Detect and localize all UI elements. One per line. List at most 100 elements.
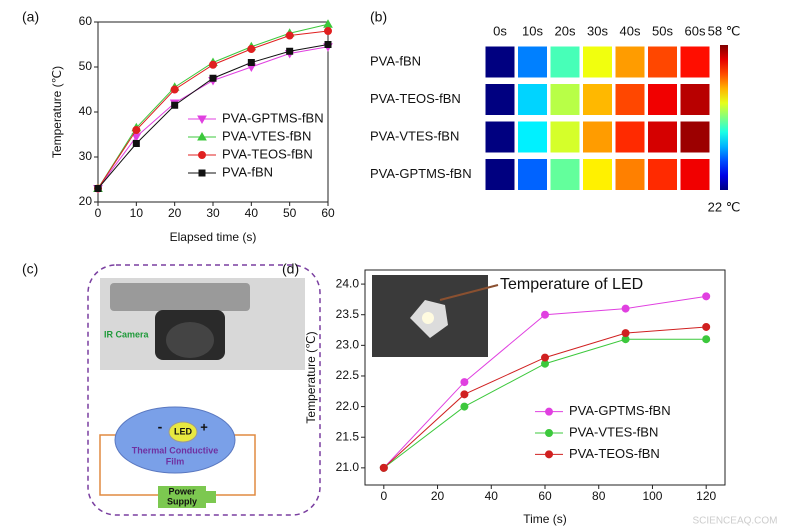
marker: [94, 185, 102, 192]
x-tick-label: 60: [538, 489, 552, 503]
heat-cell: [648, 84, 677, 115]
marker: [247, 59, 255, 66]
legend-label: PVA-VTES-fBN: [222, 128, 311, 143]
film-label: Film: [166, 456, 185, 466]
column-label: 50s: [652, 23, 673, 38]
marker: [460, 390, 469, 399]
marker: [541, 310, 549, 319]
row-label: PVA-VTES-fBN: [370, 128, 459, 143]
x-tick-label: 40: [485, 489, 499, 503]
marker: [379, 463, 388, 472]
x-tick-label: 0: [95, 206, 102, 220]
minus-sign: -: [158, 419, 163, 435]
row-label: PVA-GPTMS-fBN: [370, 166, 472, 181]
marker: [132, 140, 140, 147]
y-axis-label: Temperature (℃): [50, 66, 64, 158]
legend-marker: [545, 450, 553, 459]
y-tick-label: 23.5: [336, 307, 360, 321]
power-supply: [158, 486, 206, 508]
heat-cell: [680, 159, 710, 190]
panel-label: (d): [282, 261, 299, 277]
x-tick-label: 120: [696, 489, 716, 503]
y-tick-label: 40: [79, 104, 93, 118]
heat-cell: [680, 46, 710, 78]
series-line: [97, 23, 329, 189]
supply-label: Power: [168, 486, 196, 496]
y-tick-label: 21.5: [336, 429, 360, 443]
heat-cell: [583, 46, 612, 78]
y-tick-label: 50: [79, 59, 93, 73]
legend-label: PVA-TEOS-fBN: [569, 446, 660, 461]
legend-marker: [545, 429, 553, 437]
marker: [541, 353, 549, 362]
x-tick-label: 20: [168, 206, 182, 220]
heat-cell: [485, 46, 515, 78]
row-label: PVA-TEOS-fBN: [370, 91, 461, 106]
column-label: 10s: [522, 23, 543, 38]
heat-cell: [518, 46, 547, 78]
x-tick-label: 10: [130, 206, 144, 220]
x-tick-label: 50: [283, 206, 297, 220]
heat-cell: [680, 84, 710, 115]
marker: [170, 85, 179, 94]
marker: [621, 304, 630, 313]
marker: [209, 60, 217, 69]
marker: [324, 27, 332, 35]
power-plug: [206, 491, 216, 503]
supply-label: Supply: [167, 496, 197, 506]
heat-cell: [680, 121, 710, 153]
film-label: Thermal Conductive: [132, 445, 219, 455]
marker: [286, 47, 294, 55]
x-tick-label: 20: [431, 489, 445, 503]
heat-cell: [518, 84, 547, 115]
x-tick-label: 80: [592, 489, 606, 503]
y-tick-label: 20: [79, 194, 93, 208]
annotation: Temperature of LED: [500, 276, 643, 293]
legend-label: PVA-TEOS-fBN: [222, 146, 313, 161]
row-label: PVA-fBN: [370, 53, 421, 68]
y-tick-label: 60: [79, 14, 93, 28]
heat-cell: [583, 84, 612, 115]
heat-cell: [615, 159, 645, 190]
heat-cell: [518, 159, 547, 190]
heat-cell: [485, 159, 515, 190]
camera-label: IR Camera: [104, 329, 150, 339]
panel-label: (a): [22, 9, 39, 25]
marker: [460, 402, 469, 411]
y-axis-label: Temperature (℃): [304, 331, 318, 423]
x-tick-label: 100: [642, 489, 662, 503]
marker: [621, 329, 630, 338]
heat-cell: [550, 84, 580, 115]
marker: [702, 292, 711, 301]
watermark: SCIENCEAQ.COM: [692, 516, 777, 527]
y-tick-label: 21.0: [336, 460, 360, 474]
heat-cell: [648, 121, 677, 153]
marker: [702, 335, 711, 344]
frame: [87, 264, 321, 516]
plus-sign: +: [200, 419, 208, 434]
led-label: LED: [174, 426, 193, 436]
heat-cell: [583, 121, 612, 153]
legend-label: PVA-GPTMS-fBN: [569, 403, 671, 418]
x-axis-label: Elapsed time (s): [170, 230, 257, 244]
heat-cell: [485, 121, 515, 153]
column-label: 40s: [620, 23, 641, 38]
marker: [132, 126, 141, 134]
column-label: 30s: [587, 23, 608, 38]
x-tick-label: 40: [245, 206, 259, 220]
colorbar: [720, 45, 728, 190]
camera-body: [110, 283, 250, 311]
marker: [247, 45, 256, 53]
marker: [171, 101, 179, 109]
heat-cell: [648, 46, 677, 78]
panel-label: (b): [370, 9, 387, 25]
legend-marker: [197, 115, 207, 125]
y-tick-label: 22.5: [336, 368, 360, 382]
heat-cell: [615, 121, 645, 153]
heat-cell: [550, 46, 580, 78]
lens-glass: [166, 322, 214, 358]
heat-cell: [615, 46, 645, 78]
led-chip: [422, 312, 434, 324]
heat-cell: [485, 84, 515, 115]
